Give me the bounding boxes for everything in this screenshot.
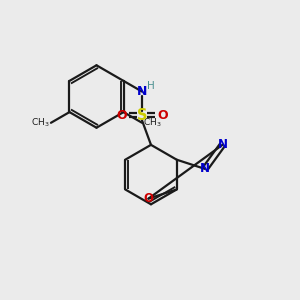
Text: O: O <box>143 192 153 205</box>
Text: N: N <box>218 138 227 152</box>
Text: N: N <box>137 85 147 98</box>
Text: CH$_3$: CH$_3$ <box>32 117 50 129</box>
Text: S: S <box>137 108 147 123</box>
Text: H: H <box>146 81 154 91</box>
Text: N: N <box>200 162 210 176</box>
Text: CH$_3$: CH$_3$ <box>143 117 162 129</box>
Text: O: O <box>157 109 168 122</box>
Text: O: O <box>116 109 127 122</box>
